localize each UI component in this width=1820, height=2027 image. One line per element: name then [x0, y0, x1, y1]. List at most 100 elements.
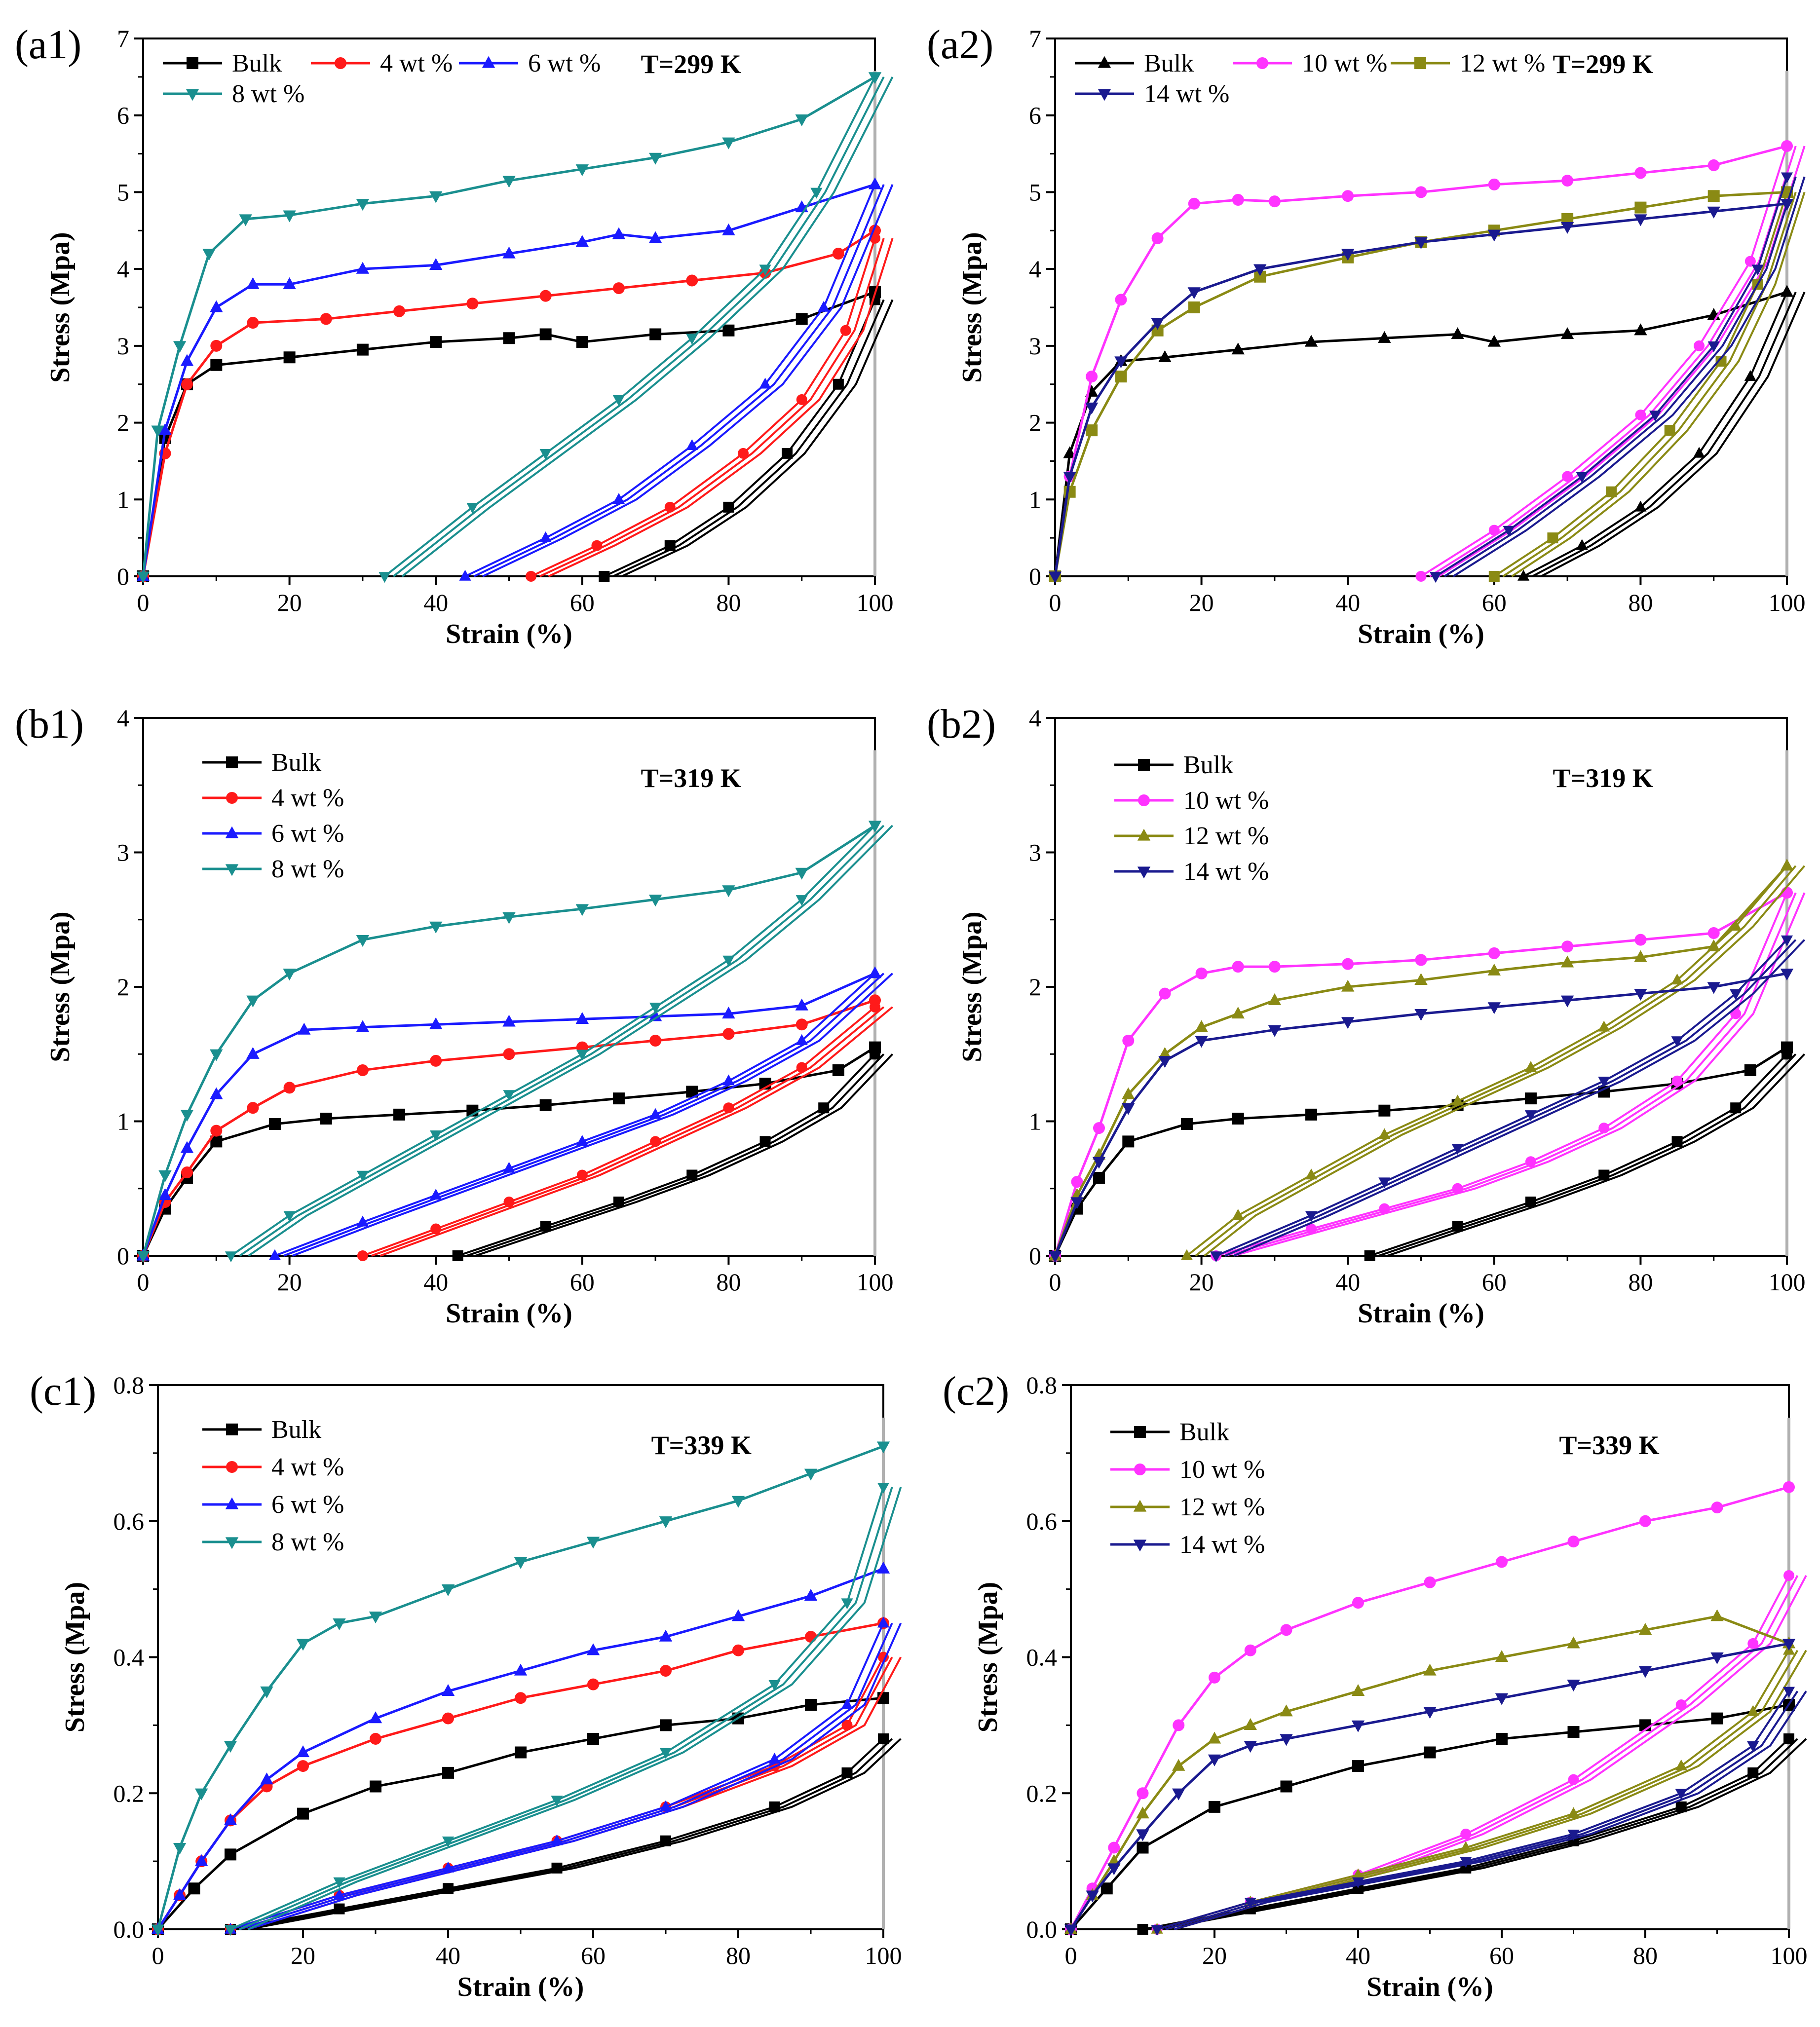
data-point: [587, 1732, 599, 1745]
data-point: [298, 1022, 311, 1035]
data-point: [659, 1516, 673, 1529]
legend-marker: [187, 57, 198, 69]
unloading-curve: [1174, 1650, 1807, 1930]
x-tick-label: 40: [1346, 1942, 1370, 1969]
data-point: [796, 1062, 807, 1073]
data-point: [515, 1692, 527, 1704]
data-point: [297, 1760, 309, 1772]
data-point: [503, 1197, 515, 1207]
data-point: [393, 1108, 406, 1121]
unloading-curve: [230, 1622, 884, 1930]
data-point: [441, 1684, 455, 1696]
data-point: [1598, 1086, 1610, 1098]
data-point: [1780, 199, 1794, 211]
data-point: [356, 199, 370, 211]
data-point: [1063, 446, 1076, 458]
plot-frame: [1054, 38, 1788, 577]
data-point: [1195, 967, 1208, 979]
data-point: [1137, 1841, 1149, 1854]
data-point: [1364, 1250, 1375, 1261]
data-point: [796, 895, 808, 906]
x-tick-label: 0: [1049, 589, 1062, 616]
data-point: [173, 341, 187, 353]
data-point: [210, 1049, 223, 1061]
data-point: [660, 1665, 672, 1677]
unloading-curve: [604, 299, 876, 577]
data-point: [1634, 214, 1647, 226]
unloading-curve: [1502, 191, 1797, 577]
data-point: [1086, 371, 1098, 383]
x-tick-label: 20: [277, 589, 302, 616]
data-point: [1352, 1877, 1365, 1888]
data-point: [1159, 987, 1171, 1000]
legend-marker: [1138, 759, 1150, 771]
data-point: [1781, 285, 1793, 297]
series-12-wt-pct: [1048, 859, 1806, 1261]
data-point: [1122, 1103, 1135, 1115]
data-point: [650, 1136, 661, 1147]
unloading-curve: [384, 76, 876, 577]
data-point: [1093, 1171, 1105, 1184]
data-point: [1730, 920, 1742, 931]
chart-panel-c2: 0 20 40 60 80 100 0.0 0.2 0.4 0.6 0.8 Strain (%) Str…: [943, 1368, 1808, 2002]
x-tick-label: 80: [726, 1942, 751, 1969]
data-point: [1451, 1144, 1464, 1155]
data-point: [1487, 1002, 1501, 1014]
legend-marker: [186, 89, 199, 101]
legend-marker: [1134, 1426, 1146, 1438]
data-point: [1576, 472, 1588, 483]
data-point: [1715, 356, 1727, 367]
data-point: [551, 1834, 563, 1845]
data-point: [1675, 1759, 1687, 1770]
x-tick-label: 100: [1771, 1942, 1808, 1969]
data-point: [180, 1141, 194, 1153]
data-point: [1598, 1169, 1610, 1181]
legend-marker: [226, 1424, 238, 1435]
data-point: [1071, 1176, 1083, 1188]
data-point: [1503, 526, 1515, 537]
data-point: [1560, 327, 1574, 339]
data-point: [782, 448, 793, 459]
data-point: [539, 328, 552, 340]
data-point: [810, 188, 823, 199]
unloading-curve: [239, 1622, 893, 1930]
data-point: [732, 1644, 744, 1656]
data-point: [1671, 1136, 1683, 1147]
data-point: [1671, 1036, 1683, 1048]
x-tick-label: 100: [865, 1942, 902, 1969]
data-point: [1092, 1157, 1106, 1169]
temperature-label: T=339 K: [1559, 1430, 1659, 1460]
legend-label: 14 wt %: [1144, 80, 1229, 108]
data-point: [1634, 323, 1647, 336]
data-point: [283, 969, 296, 981]
y-tick-label: 0.0: [1026, 1915, 1058, 1943]
y-tick-label: 1: [1029, 486, 1041, 513]
data-point: [731, 1496, 745, 1508]
y-tick-label: 2: [1029, 973, 1041, 1001]
y-tick-label: 2: [1029, 409, 1041, 437]
data-point: [260, 1772, 273, 1785]
data-point: [1352, 1760, 1364, 1772]
y-tick-label: 5: [1029, 178, 1041, 206]
data-point: [1496, 1556, 1508, 1568]
data-point: [1304, 335, 1318, 347]
data-point: [878, 1733, 889, 1744]
legend-label: 6 wt %: [271, 820, 344, 848]
data-point: [1187, 287, 1201, 300]
data-point: [1414, 973, 1428, 985]
unloading-curve: [1142, 1738, 1790, 1930]
data-point: [833, 378, 844, 390]
panel-label: (c1): [30, 1368, 96, 1414]
x-tick-label: 80: [716, 589, 741, 616]
data-point: [1231, 342, 1245, 355]
series-8-wt-pct: [151, 1441, 902, 1937]
data-point: [841, 1720, 853, 1731]
data-point: [1208, 1731, 1221, 1744]
data-point: [1524, 1110, 1537, 1122]
data-point: [296, 1745, 310, 1758]
series-6-wt-pct: [151, 1561, 902, 1934]
temperature-label: T=299 K: [1553, 49, 1653, 79]
unloading-curve: [239, 825, 885, 1257]
data-point: [1460, 1857, 1472, 1868]
series-14-wt-pct: [1048, 935, 1806, 1263]
